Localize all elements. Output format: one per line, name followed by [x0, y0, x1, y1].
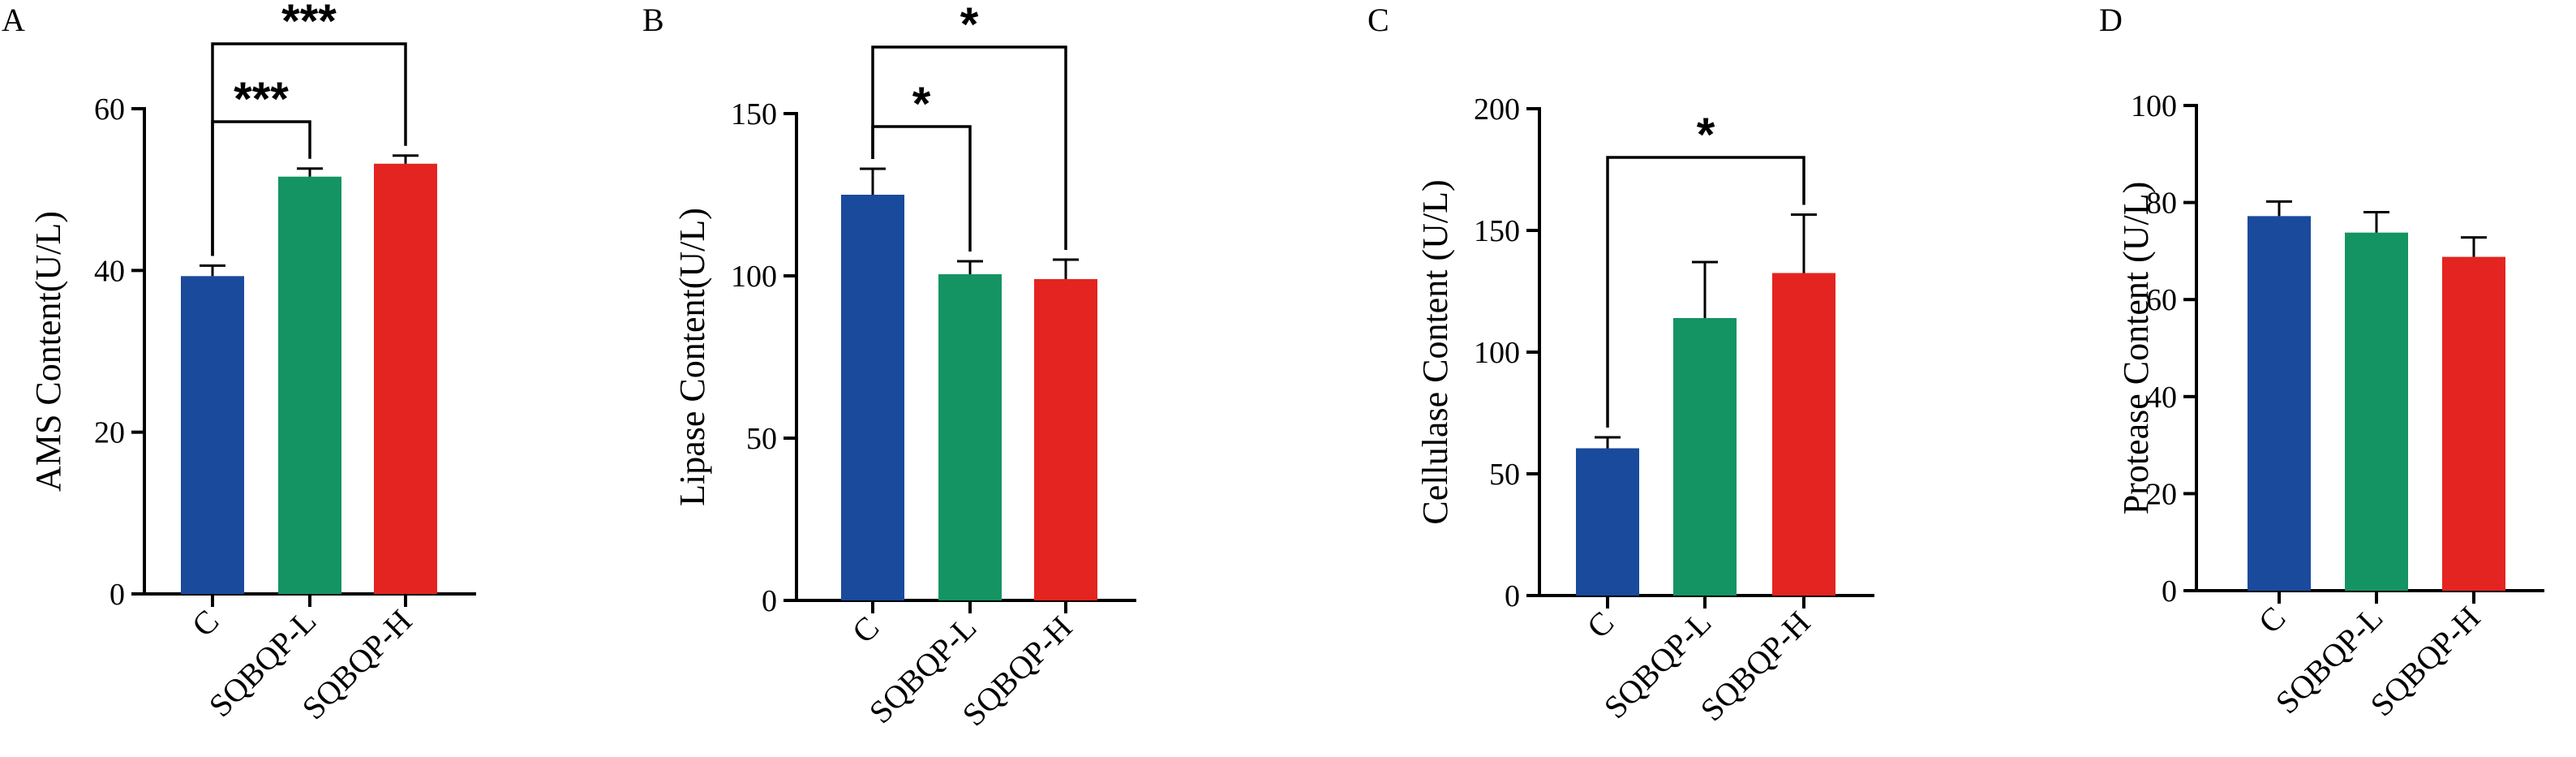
x-tick-label: C — [1580, 604, 1621, 646]
bar-sqbqp-l — [2345, 232, 2408, 591]
y-tick-label: 20 — [2146, 477, 2177, 511]
y-tick-label: 150 — [731, 97, 777, 131]
y-tick-label: 40 — [94, 254, 125, 288]
bar-sqbqp-l — [938, 274, 1002, 600]
y-tick-label: 0 — [109, 578, 125, 612]
panel-letter: A — [2, 2, 25, 38]
y-tick-label: 100 — [1474, 336, 1520, 370]
x-tick-label: C — [2252, 600, 2293, 641]
y-axis-title: Cellulase Content (U/L) — [1415, 179, 1455, 524]
y-axis-title: Protease Content (U/L) — [2116, 182, 2156, 515]
y-tick-label: 60 — [2146, 283, 2177, 317]
significance-label: *** — [281, 0, 337, 48]
bar-c — [1576, 448, 1639, 596]
y-tick-label: 50 — [746, 422, 777, 456]
y-tick-label: 100 — [731, 260, 777, 294]
bar-c — [841, 195, 904, 600]
y-tick-label: 0 — [1505, 579, 1520, 613]
y-axis-title: Lipase Content(U/L) — [672, 208, 712, 506]
y-tick-label: 0 — [762, 584, 777, 618]
bar-sqbqp-h — [1034, 279, 1097, 600]
x-tick-label: C — [185, 603, 226, 644]
significance-bracket — [211, 42, 407, 256]
y-tick-label: 20 — [94, 416, 125, 450]
y-axis-title: AMS Content(U/L) — [28, 211, 68, 492]
bar-c — [2248, 216, 2311, 591]
y-tick-label: 50 — [1489, 458, 1520, 492]
bar-sqbqp-h — [1772, 273, 1835, 596]
y-tick-label: 150 — [1474, 214, 1520, 248]
y-tick-label: 60 — [94, 92, 125, 127]
panel-letter: C — [1367, 2, 1389, 38]
significance-bracket — [1606, 156, 1805, 428]
panel-C: C Cellulase Content (U/L) 0 50 100 150 200 C SQB… — [1367, 2, 1874, 728]
y-tick-label: 100 — [2131, 89, 2177, 123]
significance-label: * — [960, 0, 979, 51]
bar-sqbqp-h — [2442, 256, 2505, 591]
x-tick-label: C — [845, 609, 887, 651]
panel-letter: D — [2099, 2, 2123, 38]
significance-bracket — [871, 45, 1067, 250]
bar-sqbqp-l — [278, 176, 341, 595]
y-tick-label: 80 — [2146, 187, 2177, 221]
significance-label: * — [912, 78, 931, 131]
significance-label: *** — [234, 73, 289, 126]
bar-sqbqp-h — [374, 163, 437, 595]
y-tick-label: 40 — [2146, 381, 2177, 415]
significance-label: * — [1697, 109, 1715, 161]
y-tick-label: 0 — [2162, 574, 2177, 609]
panel-letter: B — [642, 2, 664, 38]
y-tick-label: 200 — [1474, 92, 1520, 127]
bar-sqbqp-l — [1673, 318, 1737, 596]
x-tick-label: SQBQP-H — [1694, 604, 1818, 729]
bar-c — [181, 276, 244, 594]
